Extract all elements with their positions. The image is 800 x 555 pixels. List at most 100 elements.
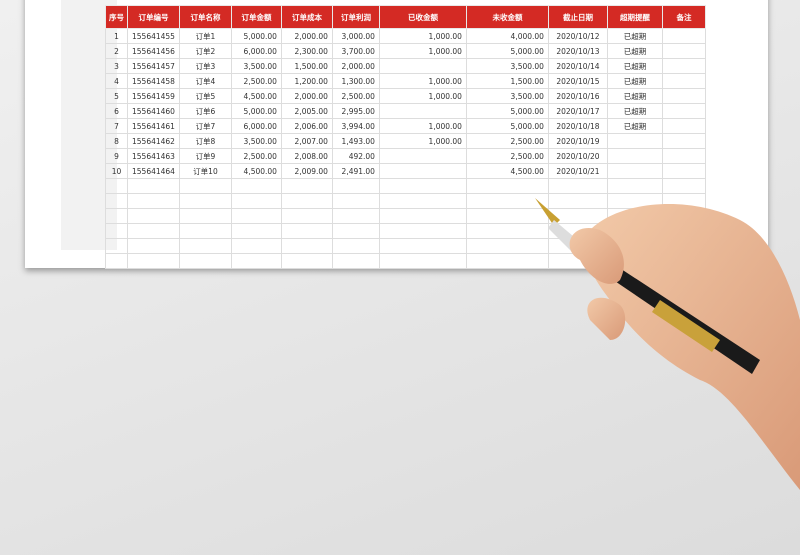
empty-cell[interactable] (331, 253, 380, 269)
empty-cell[interactable] (280, 223, 333, 239)
table-cell[interactable]: 5,000.00 (465, 103, 549, 119)
table-cell[interactable]: 2,009.00 (280, 163, 333, 179)
empty-cell[interactable] (105, 178, 128, 194)
table-cell[interactable] (661, 73, 706, 89)
empty-cell[interactable] (127, 223, 180, 239)
table-cell[interactable]: 1,000.00 (378, 133, 467, 149)
column-header[interactable]: 超期提醒 (606, 5, 663, 29)
table-cell[interactable]: 155641462 (127, 133, 180, 149)
column-header[interactable]: 订单利润 (331, 5, 380, 29)
table-cell[interactable]: 订单8 (178, 133, 232, 149)
empty-cell[interactable] (378, 238, 467, 254)
empty-cell[interactable] (127, 178, 180, 194)
table-cell[interactable] (661, 148, 706, 164)
table-cell[interactable]: 订单9 (178, 148, 232, 164)
table-cell[interactable]: 订单3 (178, 58, 232, 74)
column-header[interactable]: 订单金额 (230, 5, 282, 29)
table-cell[interactable]: 已超期 (606, 73, 663, 89)
table-cell[interactable]: 已超期 (606, 103, 663, 119)
empty-cell[interactable] (178, 253, 232, 269)
table-cell[interactable]: 2,995.00 (331, 103, 380, 119)
table-cell[interactable]: 492.00 (331, 148, 380, 164)
column-header[interactable]: 已收金额 (378, 5, 467, 29)
table-cell[interactable]: 1,000.00 (378, 73, 467, 89)
table-cell[interactable]: 订单2 (178, 43, 232, 59)
table-cell[interactable]: 1,200.00 (280, 73, 333, 89)
table-cell[interactable]: 2020/10/16 (547, 88, 608, 104)
empty-cell[interactable] (378, 178, 467, 194)
table-cell[interactable]: 6 (105, 103, 128, 119)
table-cell[interactable] (661, 43, 706, 59)
table-cell[interactable]: 已超期 (606, 58, 663, 74)
empty-cell[interactable] (378, 223, 467, 239)
column-header[interactable]: 截止日期 (547, 5, 608, 29)
empty-cell[interactable] (280, 178, 333, 194)
table-cell[interactable]: 2,000.00 (280, 88, 333, 104)
table-cell[interactable]: 已超期 (606, 88, 663, 104)
table-cell[interactable]: 2,500.00 (230, 148, 282, 164)
table-cell[interactable]: 3,500.00 (465, 58, 549, 74)
table-cell[interactable] (378, 163, 467, 179)
table-cell[interactable]: 2020/10/15 (547, 73, 608, 89)
table-cell[interactable]: 3,500.00 (230, 133, 282, 149)
table-cell[interactable]: 1,000.00 (378, 88, 467, 104)
table-cell[interactable]: 155641456 (127, 43, 180, 59)
table-cell[interactable]: 订单7 (178, 118, 232, 134)
table-cell[interactable]: 6,000.00 (230, 43, 282, 59)
empty-cell[interactable] (178, 223, 232, 239)
table-cell[interactable]: 1,000.00 (378, 118, 467, 134)
empty-cell[interactable] (105, 223, 128, 239)
table-cell[interactable] (378, 103, 467, 119)
empty-cell[interactable] (127, 238, 180, 254)
table-cell[interactable]: 2,000.00 (280, 28, 333, 44)
table-cell[interactable]: 9 (105, 148, 128, 164)
empty-cell[interactable] (105, 208, 128, 224)
table-cell[interactable]: 已超期 (606, 28, 663, 44)
table-cell[interactable]: 6,000.00 (230, 118, 282, 134)
table-cell[interactable]: 订单1 (178, 28, 232, 44)
table-cell[interactable]: 订单4 (178, 73, 232, 89)
table-cell[interactable]: 155641460 (127, 103, 180, 119)
table-cell[interactable]: 10 (105, 163, 128, 179)
table-cell[interactable]: 3 (105, 58, 128, 74)
column-header[interactable]: 序号 (105, 5, 128, 29)
empty-cell[interactable] (127, 193, 180, 209)
table-cell[interactable]: 5,000.00 (465, 43, 549, 59)
table-cell[interactable]: 3,994.00 (331, 118, 380, 134)
empty-cell[interactable] (178, 238, 232, 254)
empty-cell[interactable] (230, 193, 282, 209)
empty-cell[interactable] (105, 193, 128, 209)
table-cell[interactable] (661, 133, 706, 149)
table-cell[interactable]: 2,300.00 (280, 43, 333, 59)
table-cell[interactable]: 订单6 (178, 103, 232, 119)
table-cell[interactable]: 4 (105, 73, 128, 89)
table-cell[interactable] (661, 28, 706, 44)
empty-cell[interactable] (280, 253, 333, 269)
table-cell[interactable]: 1,300.00 (331, 73, 380, 89)
table-cell[interactable] (661, 103, 706, 119)
empty-cell[interactable] (331, 193, 380, 209)
table-cell[interactable] (378, 58, 467, 74)
table-cell[interactable]: 155641458 (127, 73, 180, 89)
table-cell[interactable]: 1 (105, 28, 128, 44)
table-cell[interactable]: 订单5 (178, 88, 232, 104)
table-cell[interactable]: 3,000.00 (331, 28, 380, 44)
table-cell[interactable]: 3,500.00 (465, 88, 549, 104)
table-cell[interactable]: 2,491.00 (331, 163, 380, 179)
table-cell[interactable]: 7 (105, 118, 128, 134)
table-cell[interactable]: 2020/10/14 (547, 58, 608, 74)
empty-cell[interactable] (127, 253, 180, 269)
table-cell[interactable]: 5,000.00 (230, 28, 282, 44)
table-cell[interactable]: 2,500.00 (331, 88, 380, 104)
table-cell[interactable]: 2020/10/12 (547, 28, 608, 44)
table-cell[interactable]: 已超期 (606, 43, 663, 59)
empty-cell[interactable] (230, 208, 282, 224)
table-cell[interactable]: 5 (105, 88, 128, 104)
empty-cell[interactable] (178, 178, 232, 194)
table-cell[interactable]: 4,500.00 (465, 163, 549, 179)
empty-cell[interactable] (331, 208, 380, 224)
empty-cell[interactable] (378, 193, 467, 209)
column-header[interactable]: 备注 (661, 5, 706, 29)
table-cell[interactable]: 2020/10/13 (547, 43, 608, 59)
empty-cell[interactable] (331, 223, 380, 239)
